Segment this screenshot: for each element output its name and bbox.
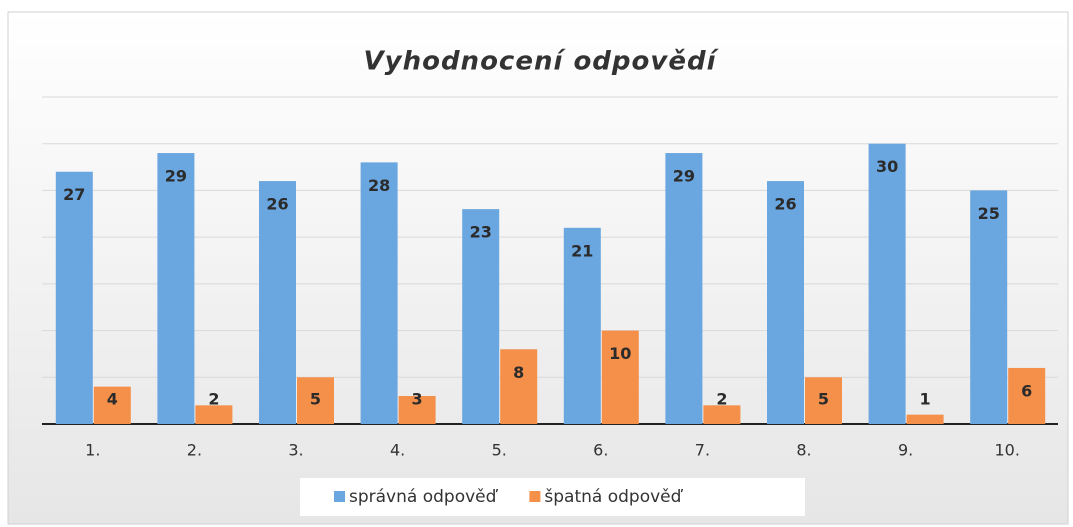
data-label: 5 [818,390,829,409]
legend-swatch [334,491,345,502]
data-label: 25 [978,204,1000,223]
data-label: 23 [470,223,492,242]
bar [1008,367,1046,424]
bar [55,171,93,424]
x-tick-label: 3. [288,441,303,460]
bar [500,349,538,424]
x-tick-label: 2. [187,441,202,460]
bar [703,405,741,424]
data-label: 21 [571,241,593,260]
x-tick-label: 1. [85,441,100,460]
bar [767,181,804,424]
data-label: 1 [920,390,931,409]
legend-label: správná odpověď [349,487,499,507]
bar [297,377,334,424]
data-label: 28 [368,176,390,195]
legend-swatch [529,491,541,502]
data-label: 27 [63,185,85,204]
bar [970,190,1008,424]
bar [805,377,842,424]
data-label: 3 [412,390,423,409]
bar [868,143,906,424]
x-tick-label: 8. [796,441,811,460]
x-tick-label: 7. [695,441,710,460]
bar [259,181,296,424]
x-tick-label: 4. [390,441,405,460]
bar [563,227,601,424]
bar [601,330,639,424]
bar [360,162,398,424]
bar [195,405,233,424]
data-label: 29 [165,167,187,186]
bar [906,414,944,424]
bar [157,153,195,425]
bar [665,153,703,425]
x-tick-label: 10. [994,441,1019,460]
data-label: 26 [266,195,288,214]
data-label: 29 [673,167,695,186]
x-tick-label: 6. [593,441,608,460]
data-label: 26 [774,195,796,214]
data-label: 8 [513,363,524,382]
data-label: 10 [609,344,631,363]
legend-box [300,478,805,516]
data-label: 2 [208,390,219,409]
data-label: 5 [310,390,321,409]
bar [462,209,500,424]
data-label: 6 [1021,381,1032,400]
bar [93,386,131,424]
data-label: 2 [716,390,727,409]
data-label: 30 [876,157,898,176]
x-tick-label: 9. [898,441,913,460]
data-label: 4 [107,390,118,409]
x-tick-label: 5. [492,441,507,460]
chart-title: Vyhodnocení odpovědí [364,47,720,77]
bar [398,395,436,424]
legend-label: špatná odpověď [544,487,683,507]
